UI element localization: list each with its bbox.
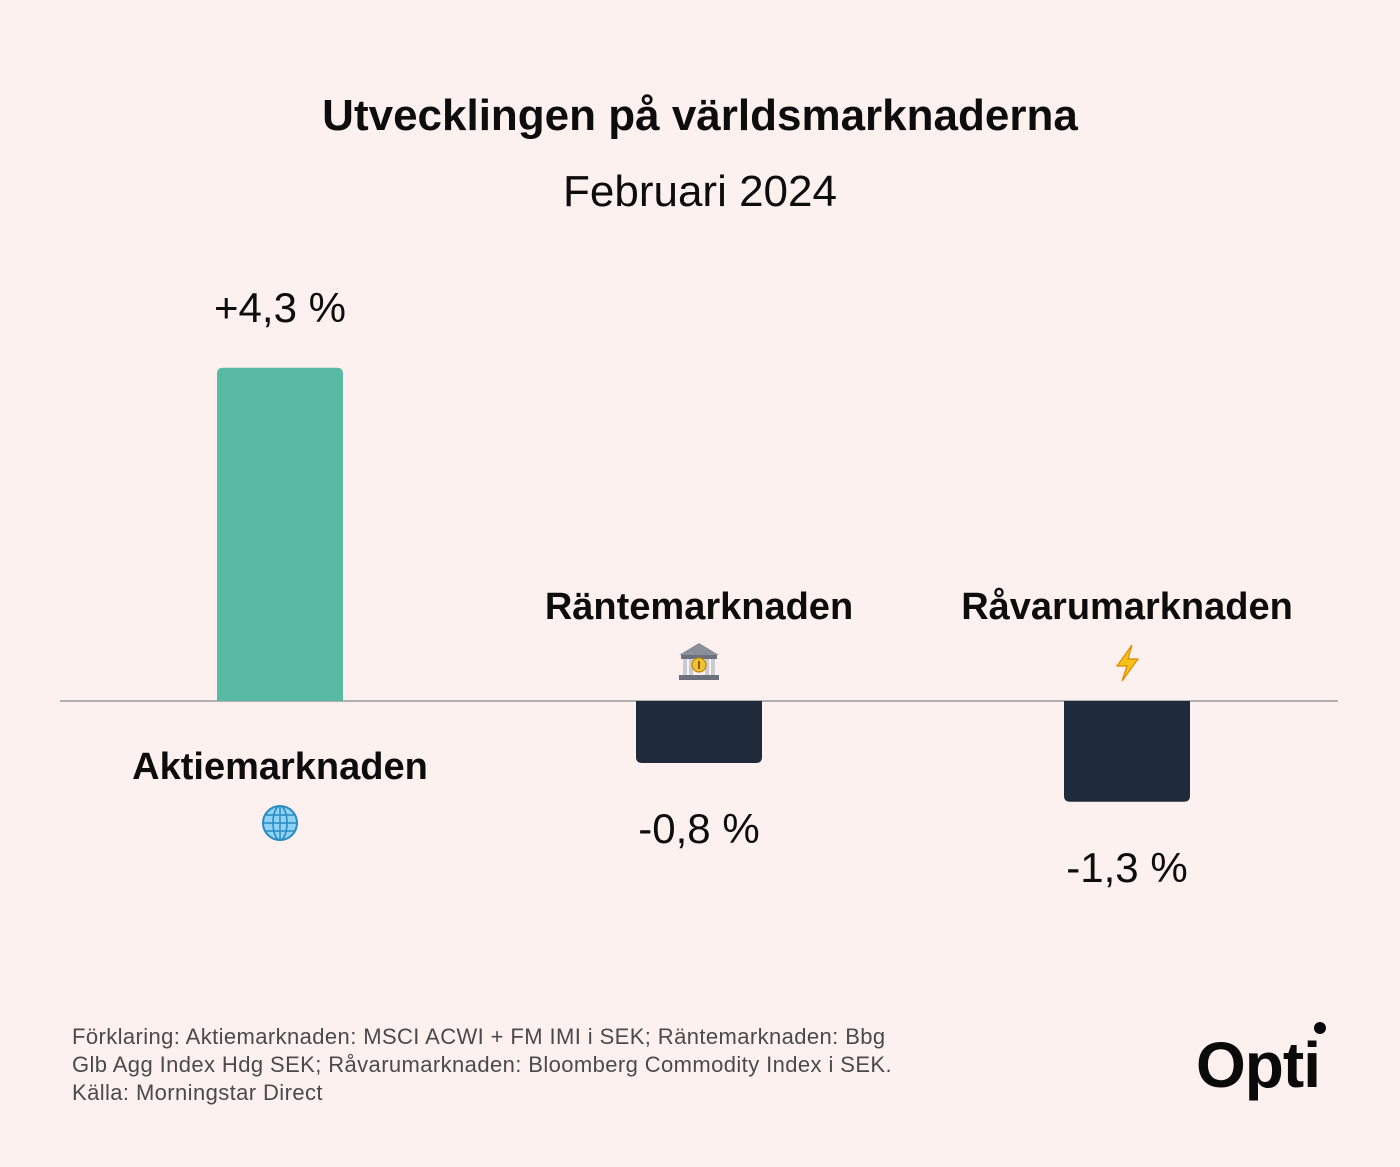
opti-logo: Opti (1196, 1022, 1336, 1102)
chart-subtitle: Februari 2024 (563, 167, 837, 216)
footnote-line: Förklaring: Aktiemarknaden: MSCI ACWI + … (72, 1024, 886, 1049)
value-label: +4,3 % (214, 284, 346, 331)
value-label: -0,8 % (638, 805, 759, 852)
bank-icon (679, 643, 719, 680)
chart-title: Utvecklingen på världsmarknaderna (322, 91, 1078, 140)
lightning-icon (1115, 644, 1140, 682)
bar-räntemarknaden (636, 701, 762, 763)
category-label: Aktiemarknaden (132, 746, 428, 788)
footnote-line: Glb Agg Index Hdg SEK; Råvarumarknaden: … (72, 1052, 892, 1077)
category-label: Råvarumarknaden (961, 586, 1293, 628)
bar-aktiemarknaden (217, 367, 343, 701)
value-label: -1,3 % (1066, 844, 1187, 891)
logo-dot (1314, 1022, 1326, 1034)
footnote-line: Källa: Morningstar Direct (72, 1080, 323, 1105)
globe-icon (262, 805, 298, 841)
category-label: Räntemarknaden (545, 586, 853, 628)
bar-råvarumarknaden (1064, 701, 1190, 802)
logo-text: Opti (1196, 1029, 1321, 1101)
footnote: Förklaring: Aktiemarknaden: MSCI ACWI + … (72, 1023, 1072, 1107)
